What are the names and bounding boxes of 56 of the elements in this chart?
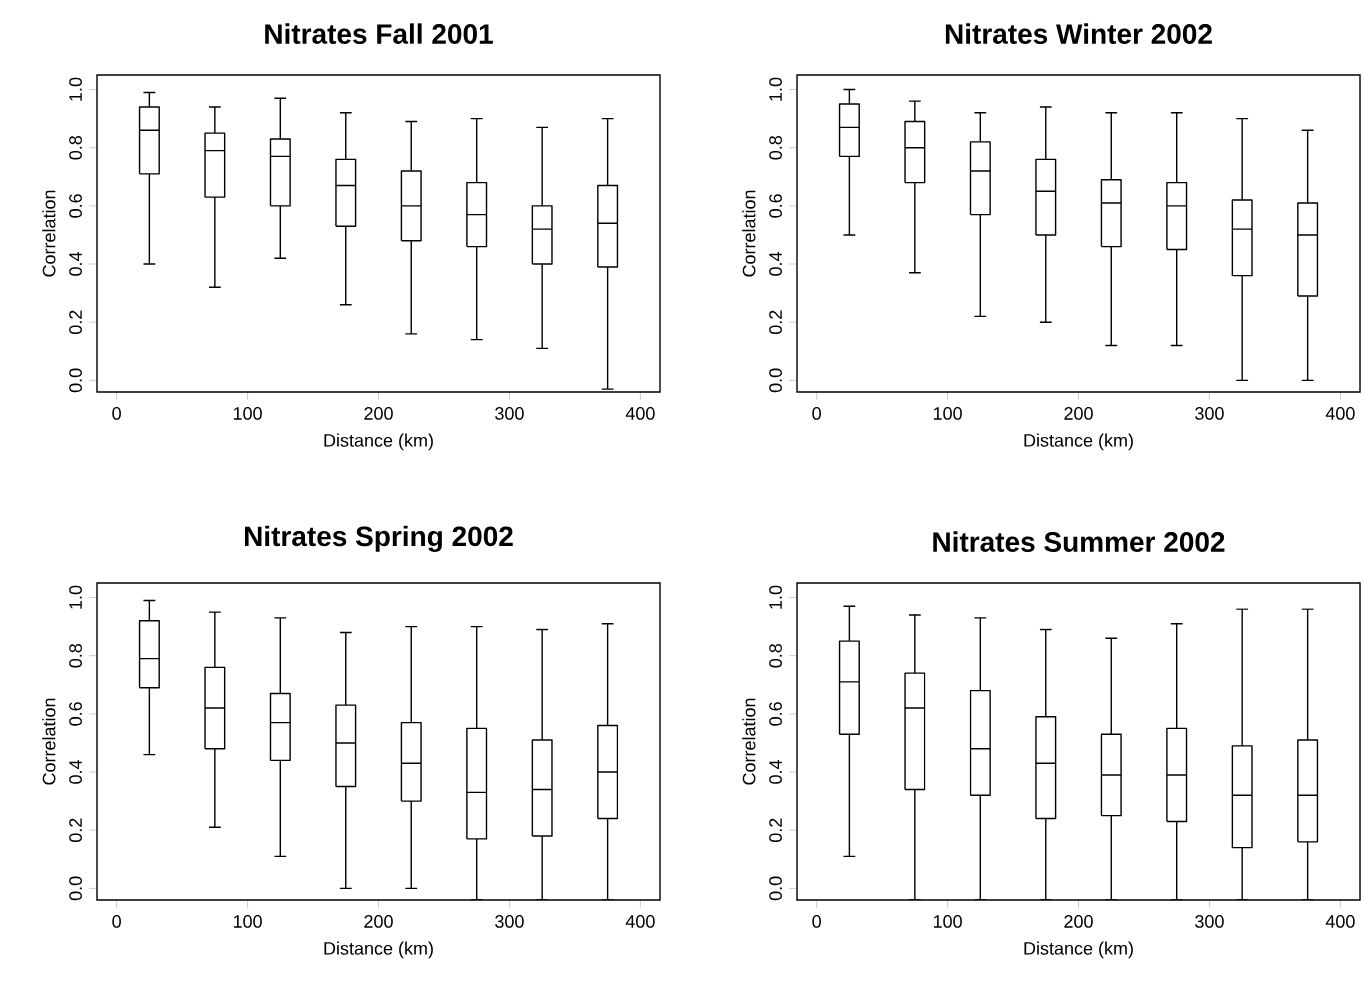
y-axis-title: Correlation	[742, 698, 756, 785]
x-tick-label: 100	[233, 407, 262, 420]
y-tick-label: 0.0	[769, 368, 782, 393]
y-tick-label: 0.8	[69, 135, 82, 160]
y-tick-label: 0.6	[69, 702, 82, 726]
y-tick-label: 1.0	[769, 77, 782, 101]
x-tick-label: 400	[1325, 915, 1355, 928]
chart-title: Nitrates Fall 2001	[265, 23, 493, 44]
x-tick-label: 0	[112, 407, 121, 420]
y-tick-label: 0.8	[769, 135, 782, 160]
y-tick-label: 0.2	[769, 310, 782, 335]
y-tick-label: 0.0	[69, 368, 82, 393]
y-tick-label: 0.8	[769, 643, 782, 668]
chart-title: Nitrates Spring 2002	[245, 525, 513, 552]
x-tick-label: 0	[812, 915, 821, 928]
y-tick-label: 0.0	[69, 876, 82, 901]
y-tick-label: 0.2	[69, 818, 82, 843]
y-tick-label: 0.0	[769, 876, 782, 901]
y-axis-title: Correlation	[42, 190, 56, 277]
chart-title: Nitrates Summer 2002	[933, 531, 1225, 552]
x-tick-label: 400	[1325, 407, 1355, 420]
y-axis-title: Correlation	[742, 190, 756, 277]
x-axis-title: Distance (km)	[1024, 433, 1133, 451]
x-tick-label: 400	[625, 915, 655, 928]
y-tick-label: 0.4	[769, 760, 782, 784]
x-axis-title: Distance (km)	[1024, 941, 1133, 959]
y-tick-label: 0.6	[69, 194, 82, 218]
y-tick-label: 0.4	[769, 252, 782, 276]
y-tick-label: 0.6	[769, 194, 782, 218]
y-tick-label: 0.6	[769, 702, 782, 726]
y-tick-label: 0.4	[69, 760, 82, 784]
x-tick-label: 300	[1195, 915, 1224, 928]
x-tick-label: 200	[1064, 915, 1093, 928]
y-tick-label: 1.0	[69, 77, 82, 101]
chart-title: Nitrates Winter 2002	[945, 23, 1212, 44]
x-axis-title: Distance (km)	[324, 433, 433, 451]
y-tick-label: 0.2	[769, 818, 782, 843]
x-tick-label: 400	[625, 407, 655, 420]
x-tick-label: 0	[112, 915, 121, 928]
y-tick-label: 0.2	[69, 310, 82, 335]
x-tick-label: 200	[364, 407, 393, 420]
y-axis-title: Correlation	[42, 698, 56, 785]
x-axis-title: Distance (km)	[324, 941, 433, 959]
x-tick-label: 100	[933, 915, 962, 928]
x-tick-label: 100	[933, 407, 962, 420]
x-tick-label: 0	[812, 407, 821, 420]
x-tick-label: 200	[364, 915, 393, 928]
x-tick-label: 200	[1064, 407, 1093, 420]
y-tick-label: 0.4	[69, 252, 82, 276]
x-tick-label: 300	[495, 915, 524, 928]
x-tick-label: 300	[1195, 407, 1224, 420]
x-tick-label: 100	[233, 915, 262, 928]
y-tick-label: 0.8	[69, 643, 82, 668]
y-tick-label: 1.0	[69, 585, 82, 609]
x-tick-label: 300	[495, 407, 524, 420]
y-tick-label: 1.0	[769, 585, 782, 609]
